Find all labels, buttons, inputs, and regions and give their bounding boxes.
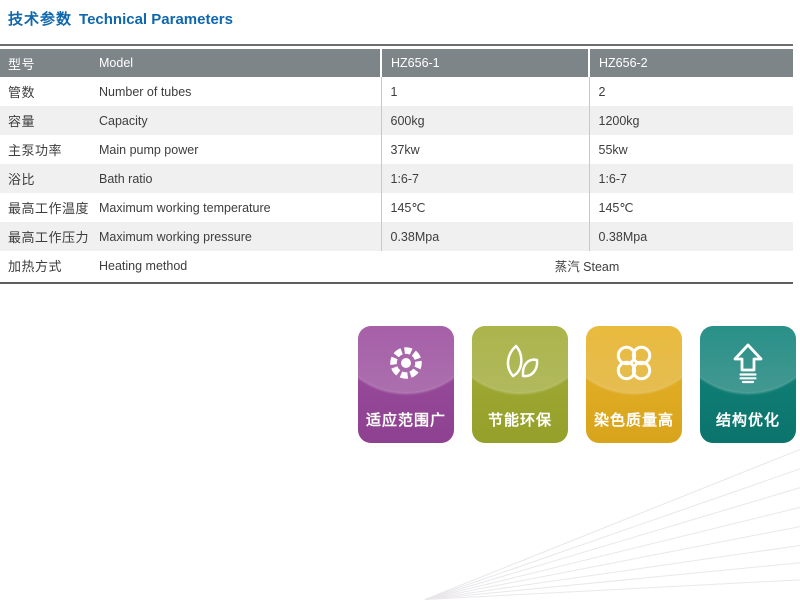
fan-line (424, 441, 800, 600)
fan-line (424, 573, 800, 600)
row-value-2: 145℃ (588, 193, 793, 222)
row-label-zh: 容量 (0, 106, 97, 135)
row-value-1: 1:6-7 (380, 164, 589, 193)
row-value-2: 1200kg (588, 106, 793, 135)
row-label-en: Bath ratio (97, 164, 381, 193)
row-value-2: 1:6-7 (588, 164, 793, 193)
page-title-zh: 技术参数 (8, 11, 73, 28)
row-label-en: Main pump power (97, 135, 381, 164)
badge-label: 结构优化 (715, 411, 780, 429)
row-label-en: Number of tubes (97, 77, 381, 106)
row-label-en: Capacity (97, 106, 381, 135)
badge-structure-optimized: 结构优化 (700, 326, 796, 443)
table-row: 管数 Number of tubes 1 2 (0, 77, 793, 106)
row-value-2: 55kw (588, 135, 793, 164)
leaves-icon (472, 338, 568, 388)
fan-line (424, 552, 800, 600)
badge-label: 适应范围广 (365, 411, 446, 429)
row-label-zh: 加热方式 (0, 251, 97, 280)
row-value-1: 145℃ (380, 193, 589, 222)
table-row: 主泵功率 Main pump power 37kw 55kw (0, 135, 793, 164)
fan-line (424, 507, 800, 600)
page-title: 技术参数 Technical Parameters (8, 8, 233, 29)
table-row-heating-method: 加热方式 Heating method 蒸汽 Steam (0, 251, 793, 280)
row-label-zh: 主泵功率 (0, 135, 97, 164)
header-col-hz656-1: HZ656-1 (380, 49, 589, 77)
fan-line (424, 461, 800, 600)
row-label-zh: 浴比 (0, 164, 97, 193)
row-label-zh: 管数 (0, 77, 97, 106)
row-value-2: 0.38Mpa (588, 222, 793, 251)
badge-label: 染色质量高 (593, 411, 674, 429)
fan-line (424, 420, 800, 600)
row-label-en: Heating method (97, 251, 381, 280)
four-petal-clover-icon (586, 338, 682, 388)
table-row: 浴比 Bath ratio 1:6-7 1:6-7 (0, 164, 793, 193)
table-row: 容量 Capacity 600kg 1200kg (0, 106, 793, 135)
table-row: 最高工作温度 Maximum working temperature 145℃ … (0, 193, 793, 222)
row-value-2: 2 (588, 77, 793, 106)
page-title-en: Technical Parameters (79, 11, 233, 28)
badge-dyeing-quality: 染色质量高 (586, 326, 682, 443)
parameters-table: 型号 Model HZ656-1 HZ656-2 管数 Number of tu… (0, 49, 793, 280)
feature-badges: 适应范围广 节能环保 染色质量高 (358, 326, 796, 443)
technical-parameters-table: 型号 Model HZ656-1 HZ656-2 管数 Number of tu… (0, 44, 793, 284)
row-label-en: Maximum working temperature (97, 193, 381, 222)
row-label-en: Maximum working pressure (97, 222, 381, 251)
row-value-1: 1 (380, 77, 589, 106)
row-value-1: 600kg (380, 106, 589, 135)
table-row: 最高工作压力 Maximum working pressure 0.38Mpa … (0, 222, 793, 251)
badge-label: 节能环保 (487, 411, 552, 429)
header-model-en: Model (97, 49, 381, 77)
row-value-1: 37kw (380, 135, 589, 164)
header-model-zh: 型号 (0, 49, 97, 77)
row-value-1: 0.38Mpa (380, 222, 589, 251)
fan-line (424, 484, 800, 600)
upload-arrow-icon (700, 338, 796, 388)
row-merged-value: 蒸汽 Steam (381, 251, 793, 280)
table-header-row: 型号 Model HZ656-1 HZ656-2 (0, 49, 793, 77)
row-label-zh: 最高工作温度 (0, 193, 97, 222)
header-col-hz656-2: HZ656-2 (588, 49, 793, 77)
dashed-ring-target-icon (358, 338, 454, 388)
badge-wide-application: 适应范围广 (358, 326, 454, 443)
badge-energy-saving: 节能环保 (472, 326, 568, 443)
row-label-zh: 最高工作压力 (0, 222, 97, 251)
fan-line (424, 530, 800, 600)
